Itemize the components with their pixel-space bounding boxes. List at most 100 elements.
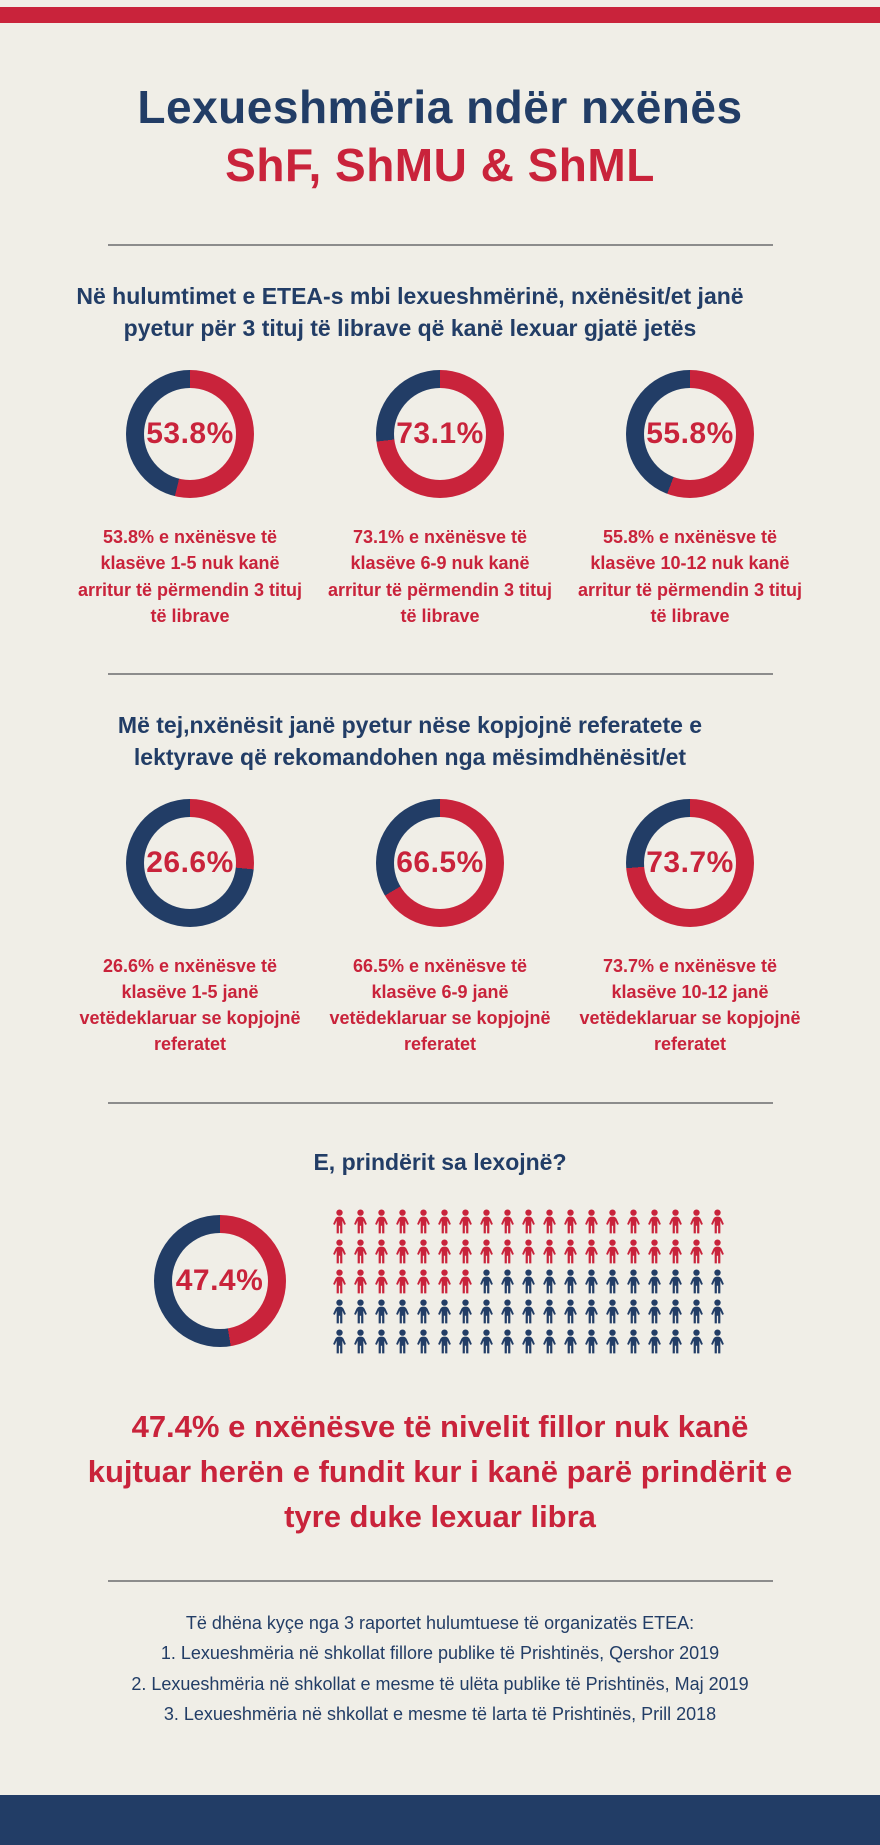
person-icon (540, 1298, 559, 1325)
donut-col-grades-6-9: 66.5% 66.5% e nxënësve të klasëve 6-9 ja… (320, 799, 560, 1057)
section-books-read: Në hulumtimet e ETEA-s mbi lexueshmërinë… (70, 246, 810, 629)
person-icon (435, 1328, 454, 1355)
person-icon (708, 1268, 727, 1295)
section3-chart-row: 47.4% (153, 1208, 727, 1355)
section-copied-essays: Më tej,nxënësit janë pyetur nëse kopjojn… (70, 675, 810, 1058)
donut-caption: 26.6% e nxënësve të klasëve 1-5 janë vet… (79, 956, 301, 1055)
donut-col-grades-10-12: 55.8% 55.8% e nxënësve të klasëve 10-12 … (570, 370, 810, 628)
divider (107, 672, 773, 675)
person-icon (687, 1208, 706, 1235)
person-icon (456, 1268, 475, 1295)
person-icon (708, 1208, 727, 1235)
person-icon (624, 1208, 643, 1235)
person-icon (603, 1268, 622, 1295)
footer-line: 1. Lexueshmëria në shkollat fillore publ… (160, 1643, 720, 1664)
person-icon (498, 1208, 517, 1235)
person-icon (330, 1238, 349, 1265)
person-icon (393, 1298, 412, 1325)
person-icon (351, 1238, 370, 1265)
person-icon (351, 1328, 370, 1355)
donut-chart-parents: 47.4% (153, 1215, 286, 1348)
person-icon (498, 1298, 517, 1325)
person-icon (435, 1268, 454, 1295)
person-icon (540, 1208, 559, 1235)
person-icon (519, 1298, 538, 1325)
footer-line: 2. Lexueshmëria në shkollat e mesme të u… (131, 1673, 749, 1694)
person-icon (666, 1208, 685, 1235)
person-icon (456, 1238, 475, 1265)
person-icon (582, 1268, 601, 1295)
donut-percent-label: 53.8% (146, 417, 234, 451)
divider (107, 244, 773, 246)
person-icon (393, 1238, 412, 1265)
person-icon (414, 1208, 433, 1235)
donut-caption: 73.1% e nxënësve të klasëve 6-9 nuk kanë… (327, 527, 553, 626)
donut-chart-grades-10-12: 73.7% (626, 799, 754, 928)
person-icon (477, 1328, 496, 1355)
page-title-line2: ShF, ShMU & ShML (225, 138, 655, 191)
person-icon (372, 1328, 391, 1355)
donut-percent-label: 47.4% (175, 1264, 264, 1298)
person-icon (414, 1238, 433, 1265)
section3-statement: 47.4% e nxënësve të nivelit fillor nuk k… (87, 1408, 793, 1534)
person-icon (435, 1238, 454, 1265)
person-icon (645, 1298, 664, 1325)
person-icon (561, 1238, 580, 1265)
footer-line: Të dhëna kyçe nga 3 raportet hulumtuese … (185, 1612, 695, 1633)
section1-heading: Në hulumtimet e ETEA-s mbi lexueshmërinë… (76, 283, 744, 342)
divider (107, 1579, 773, 1582)
person-icon (456, 1208, 475, 1235)
person-icon (603, 1298, 622, 1325)
person-icon (414, 1298, 433, 1325)
person-icon (561, 1268, 580, 1295)
person-icon (687, 1268, 706, 1295)
person-icon (456, 1328, 475, 1355)
person-icon (414, 1268, 433, 1295)
person-icon (372, 1208, 391, 1235)
person-icon (372, 1238, 391, 1265)
section2-heading: Më tej,nxënësit janë pyetur nëse kopjojn… (117, 711, 703, 770)
person-icon (645, 1328, 664, 1355)
person-icon (666, 1268, 685, 1295)
donut-chart-grades-10-12: 55.8% (626, 370, 754, 499)
person-icon (498, 1238, 517, 1265)
person-icon (624, 1298, 643, 1325)
section1-donut-row: 53.8% 53.8% e nxënësve të klasëve 1-5 nu… (70, 370, 810, 628)
person-icon (519, 1268, 538, 1295)
person-icon (666, 1238, 685, 1265)
person-icon (498, 1328, 517, 1355)
donut-percent-label: 66.5% (396, 846, 484, 880)
person-icon (582, 1238, 601, 1265)
person-icon (687, 1328, 706, 1355)
person-icon (540, 1238, 559, 1265)
section2-donut-row: 26.6% 26.6% e nxënësve të klasëve 1-5 ja… (70, 799, 810, 1057)
person-icon (477, 1298, 496, 1325)
person-icon (582, 1328, 601, 1355)
person-icon (687, 1238, 706, 1265)
person-icon (603, 1238, 622, 1265)
person-icon (435, 1298, 454, 1325)
donut-col-grades-1-5: 26.6% 26.6% e nxënësve të klasëve 1-5 ja… (70, 799, 310, 1057)
person-icon (561, 1298, 580, 1325)
divider (107, 1101, 773, 1104)
person-icon (582, 1298, 601, 1325)
person-icon (645, 1208, 664, 1235)
person-icon (708, 1298, 727, 1325)
person-icon (456, 1298, 475, 1325)
person-icon (519, 1328, 538, 1355)
person-icon (351, 1208, 370, 1235)
footer-sources: Të dhëna kyçe nga 3 raportet hulumtuese … (131, 1608, 748, 1730)
person-icon (477, 1268, 496, 1295)
person-icon (330, 1208, 349, 1235)
donut-chart-grades-6-9: 66.5% (376, 799, 504, 928)
donut-col-grades-6-9: 73.1% 73.1% e nxënësve të klasëve 6-9 nu… (320, 370, 560, 628)
donut-caption: 73.7% e nxënësve të klasëve 10-12 janë v… (579, 956, 801, 1055)
person-icon (372, 1298, 391, 1325)
person-icon (666, 1298, 685, 1325)
donut-chart-grades-6-9: 73.1% (376, 370, 504, 499)
person-icon (624, 1268, 643, 1295)
person-icon (435, 1208, 454, 1235)
donut-caption: 53.8% e nxënësve të klasëve 1-5 nuk kanë… (77, 527, 303, 626)
person-icon (561, 1208, 580, 1235)
section3-heading: E, prindërit sa lexojnë? (313, 1148, 567, 1175)
